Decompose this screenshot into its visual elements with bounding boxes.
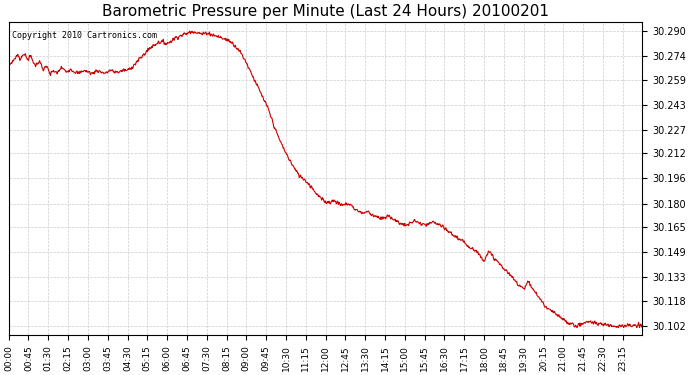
Text: Copyright 2010 Cartronics.com: Copyright 2010 Cartronics.com	[12, 31, 157, 40]
Title: Barometric Pressure per Minute (Last 24 Hours) 20100201: Barometric Pressure per Minute (Last 24 …	[102, 4, 549, 19]
